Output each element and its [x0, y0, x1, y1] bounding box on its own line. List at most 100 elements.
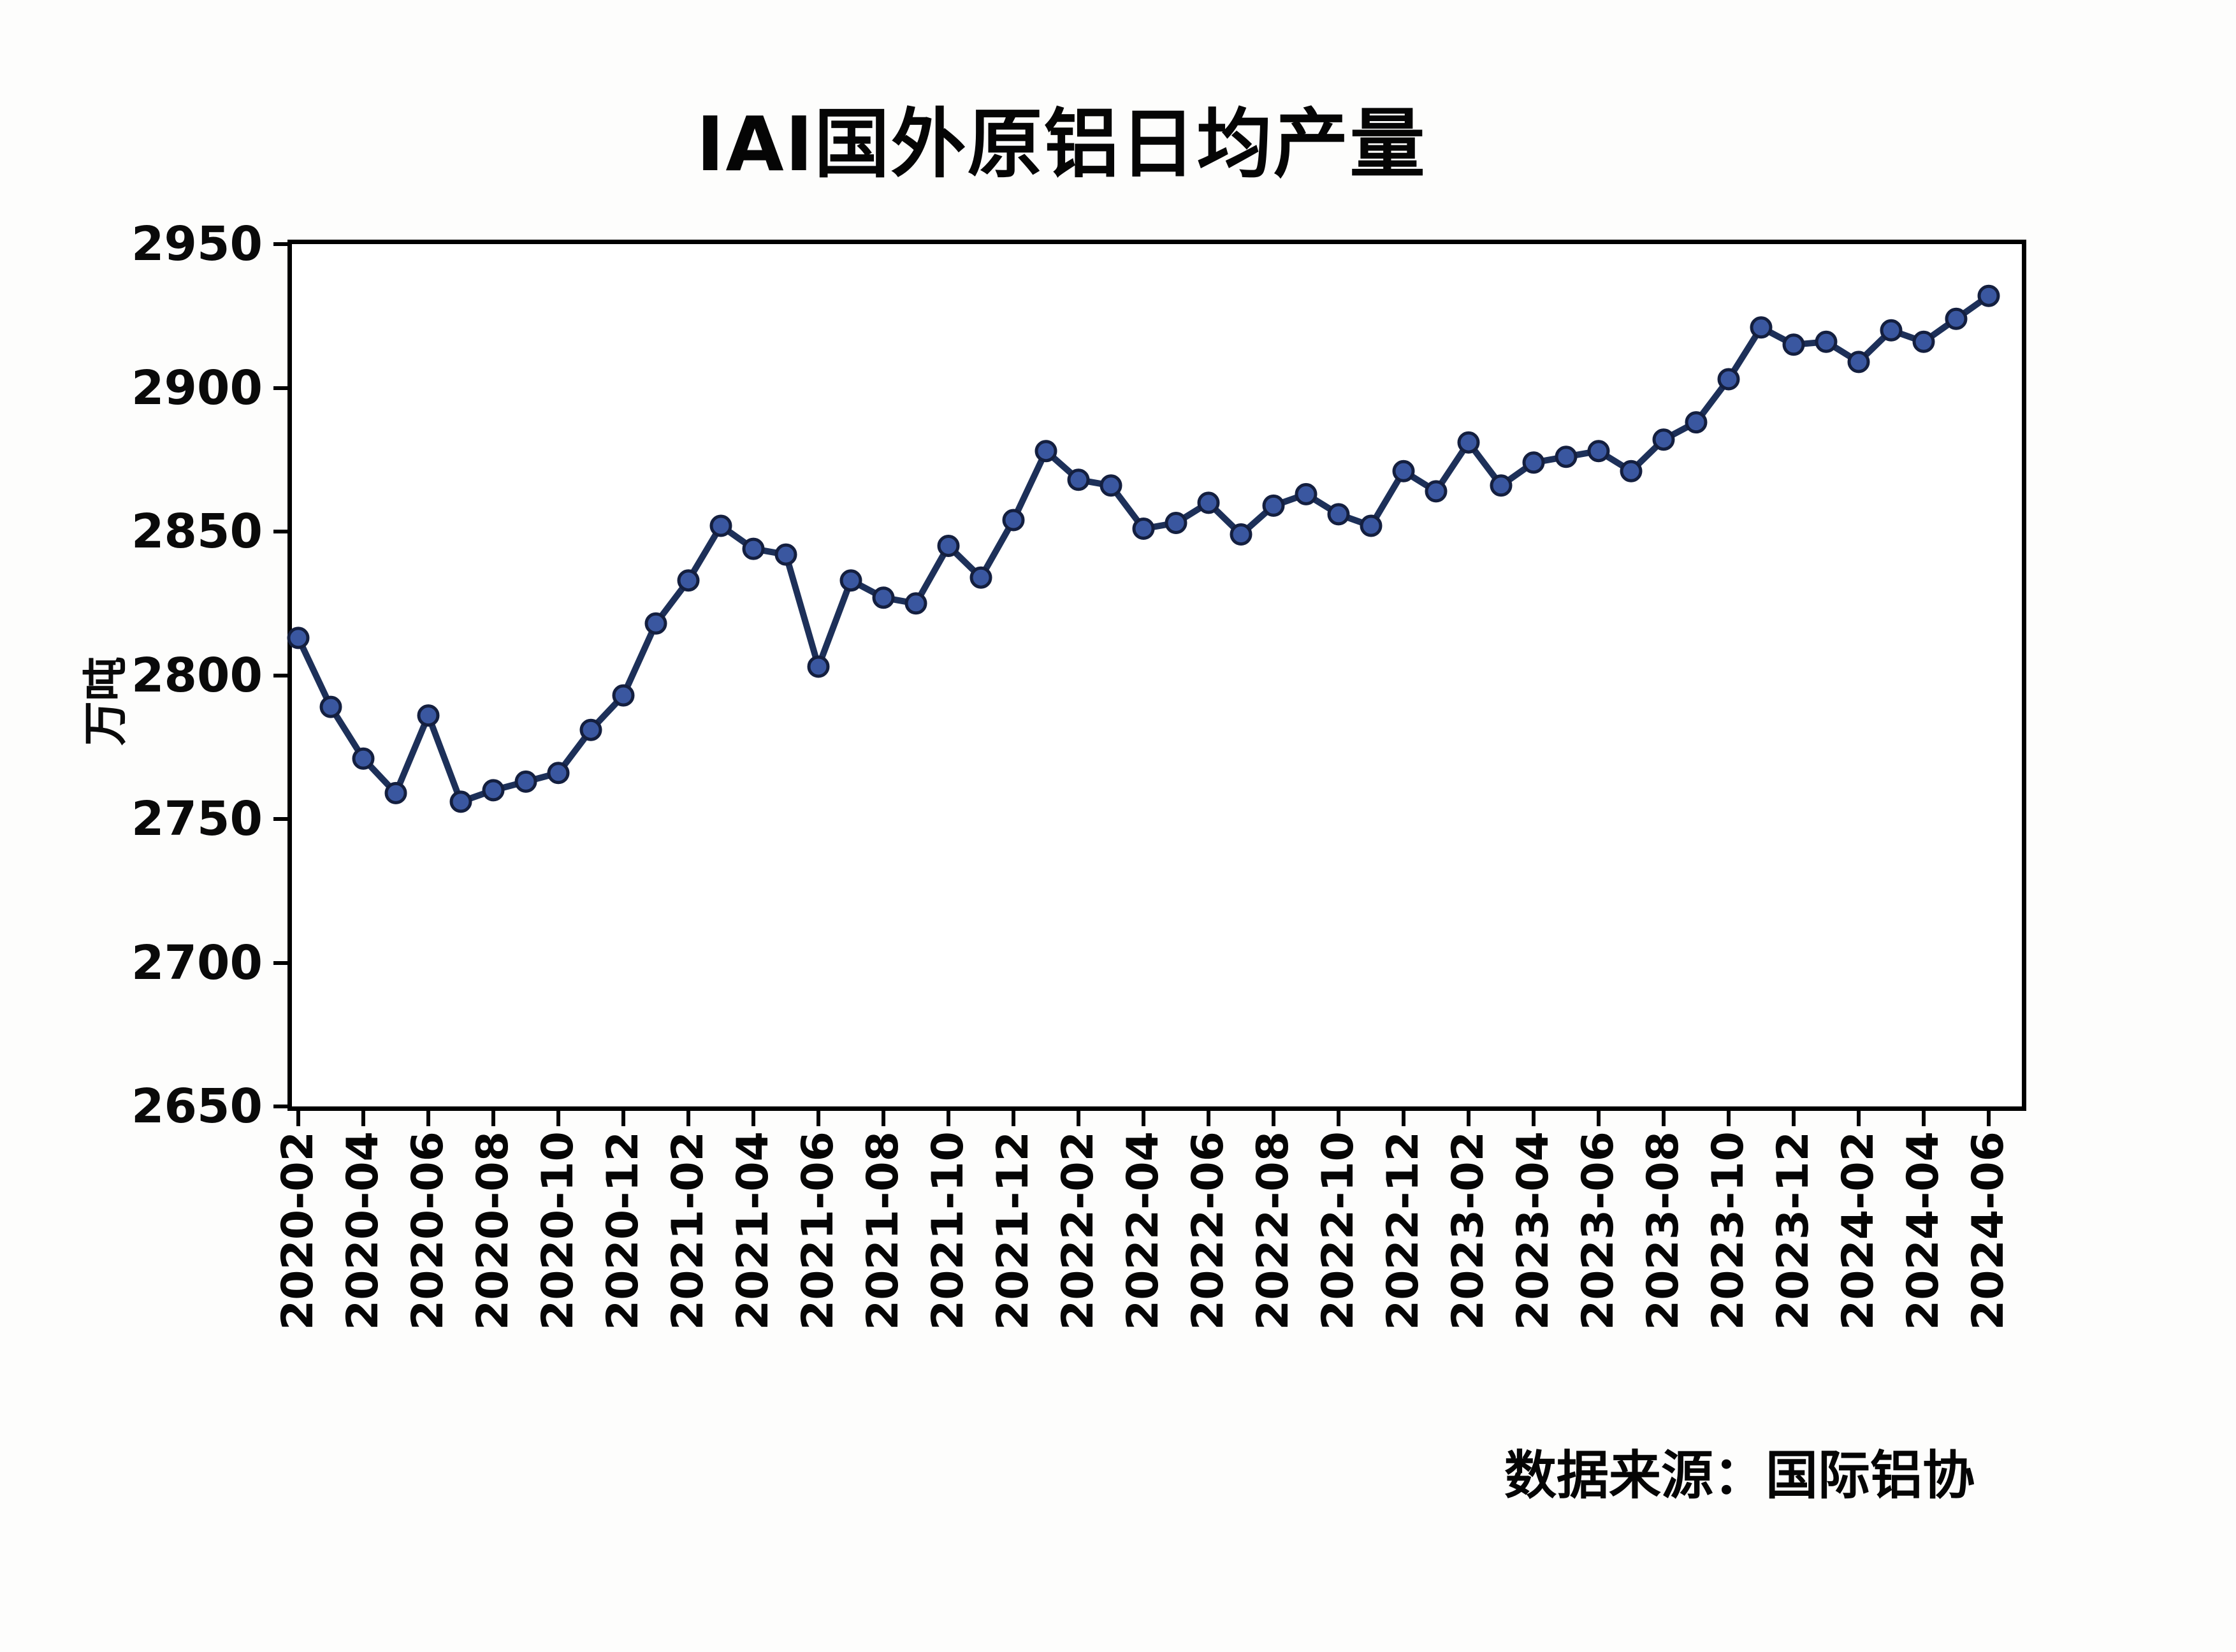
- y-tick-label: 2900: [131, 360, 263, 416]
- data-point-marker: [319, 695, 342, 718]
- data-point-marker: [547, 762, 570, 785]
- x-tick-mark: [361, 1111, 365, 1126]
- data-point-marker: [1132, 518, 1155, 540]
- x-tick-mark: [1922, 1111, 1926, 1126]
- data-point-marker: [384, 781, 407, 804]
- x-tick-mark: [1597, 1111, 1601, 1126]
- data-point-marker: [1652, 428, 1675, 451]
- data-point-marker: [1327, 503, 1350, 526]
- y-tick-mark: [273, 530, 287, 533]
- x-tick-label: 2021-10: [923, 1131, 973, 1331]
- x-tick-mark: [1662, 1111, 1666, 1126]
- x-tick-mark: [491, 1111, 495, 1126]
- data-point-marker: [579, 718, 602, 741]
- data-point-marker: [1587, 440, 1610, 463]
- x-tick-label: 2021-04: [728, 1131, 778, 1331]
- data-point-marker: [1880, 319, 1903, 342]
- x-tick-mark: [1142, 1111, 1145, 1126]
- data-point-marker: [644, 612, 667, 635]
- data-point-marker: [1197, 491, 1220, 514]
- data-point-marker: [1847, 351, 1870, 373]
- y-tick-mark: [273, 673, 287, 677]
- data-point-marker: [1360, 514, 1383, 537]
- y-tick-mark: [273, 386, 287, 390]
- x-tick-label: 2022-10: [1313, 1131, 1363, 1331]
- data-point-marker: [677, 569, 700, 592]
- x-tick-mark: [621, 1111, 625, 1126]
- data-point-marker: [1165, 512, 1187, 534]
- x-tick-mark: [1402, 1111, 1405, 1126]
- data-point-marker: [1457, 431, 1480, 454]
- x-tick-label: 2021-02: [663, 1131, 713, 1331]
- x-tick-label: 2024-04: [1898, 1131, 1949, 1331]
- data-point-marker: [709, 514, 732, 537]
- data-point-marker: [1912, 330, 1935, 353]
- y-tick-mark: [273, 242, 287, 246]
- x-tick-mark: [1012, 1111, 1015, 1126]
- data-point-marker: [937, 535, 960, 557]
- line-chart-canvas: [287, 284, 2000, 813]
- data-point-marker: [1295, 482, 1318, 505]
- y-tick-label: 2950: [131, 217, 263, 272]
- x-tick-label: 2022-04: [1118, 1131, 1168, 1331]
- x-tick-mark: [1727, 1111, 1731, 1126]
- x-tick-label: 2020-06: [403, 1131, 453, 1331]
- x-tick-mark: [1077, 1111, 1080, 1126]
- data-point-marker: [1490, 474, 1513, 497]
- data-point-marker: [1977, 284, 2000, 307]
- x-tick-label: 2023-08: [1638, 1131, 1688, 1331]
- x-tick-label: 2023-02: [1443, 1131, 1493, 1331]
- data-point-marker: [1392, 460, 1415, 482]
- data-point-marker: [417, 704, 440, 727]
- y-tick-mark: [273, 960, 287, 965]
- x-tick-label: 2022-06: [1183, 1131, 1233, 1331]
- x-tick-mark: [1207, 1111, 1210, 1126]
- data-point-marker: [1262, 494, 1285, 517]
- data-point-marker: [1717, 368, 1740, 391]
- x-tick-label: 2022-02: [1053, 1131, 1103, 1331]
- plot-area: [287, 240, 2026, 1111]
- x-tick-mark: [1337, 1111, 1340, 1126]
- x-tick-mark: [817, 1111, 820, 1126]
- x-tick-mark: [1987, 1111, 1991, 1126]
- data-point-marker: [514, 770, 537, 793]
- data-point-marker: [742, 537, 765, 560]
- source-note: 数据来源：国际铝协: [1504, 1446, 1975, 1506]
- data-point-marker: [1815, 330, 1838, 353]
- data-point-marker: [449, 790, 472, 813]
- x-tick-label: 2020-12: [598, 1131, 648, 1331]
- data-point-marker: [352, 747, 375, 770]
- y-tick-mark: [273, 817, 287, 821]
- y-tick-label: 2750: [131, 792, 263, 846]
- y-tick-label: 2650: [131, 1079, 263, 1134]
- data-point-marker: [1945, 307, 1968, 330]
- data-point-marker: [1002, 509, 1025, 532]
- data-point-marker: [1620, 460, 1643, 482]
- data-point-marker: [612, 684, 635, 707]
- x-tick-label: 2020-10: [533, 1131, 583, 1331]
- x-tick-mark: [1467, 1111, 1470, 1126]
- y-tick-mark: [273, 1105, 287, 1108]
- data-point-marker: [482, 779, 505, 802]
- data-point-marker: [1425, 480, 1448, 503]
- x-tick-mark: [556, 1111, 560, 1126]
- x-tick-label: 2024-06: [1963, 1131, 2014, 1331]
- x-tick-label: 2021-08: [858, 1131, 908, 1331]
- data-point-marker: [1685, 411, 1708, 434]
- data-point-marker: [774, 543, 797, 566]
- data-point-marker: [1230, 523, 1252, 546]
- x-tick-mark: [882, 1111, 885, 1126]
- y-tick-label: 2700: [131, 935, 263, 990]
- y-tick-label: 2800: [131, 648, 263, 703]
- data-point-marker: [1522, 451, 1545, 474]
- data-point-marker: [807, 655, 830, 678]
- x-tick-mark: [1792, 1111, 1796, 1126]
- data-point-marker: [872, 586, 895, 609]
- x-tick-label: 2023-06: [1573, 1131, 1623, 1331]
- data-point-marker: [287, 627, 310, 649]
- data-point-marker: [904, 592, 927, 615]
- x-tick-label: 2023-12: [1768, 1131, 1819, 1331]
- data-point-marker: [1555, 446, 1578, 468]
- x-tick-mark: [751, 1111, 755, 1126]
